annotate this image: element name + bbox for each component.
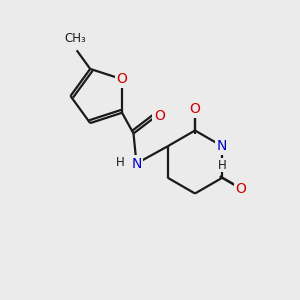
Text: CH₃: CH₃ — [64, 32, 86, 45]
Text: H: H — [116, 155, 124, 169]
Text: O: O — [236, 182, 246, 196]
Text: N: N — [131, 157, 142, 170]
Text: O: O — [190, 102, 200, 116]
Text: O: O — [117, 72, 128, 86]
Text: N: N — [217, 139, 227, 153]
Text: H: H — [218, 159, 227, 172]
Text: O: O — [154, 109, 165, 122]
